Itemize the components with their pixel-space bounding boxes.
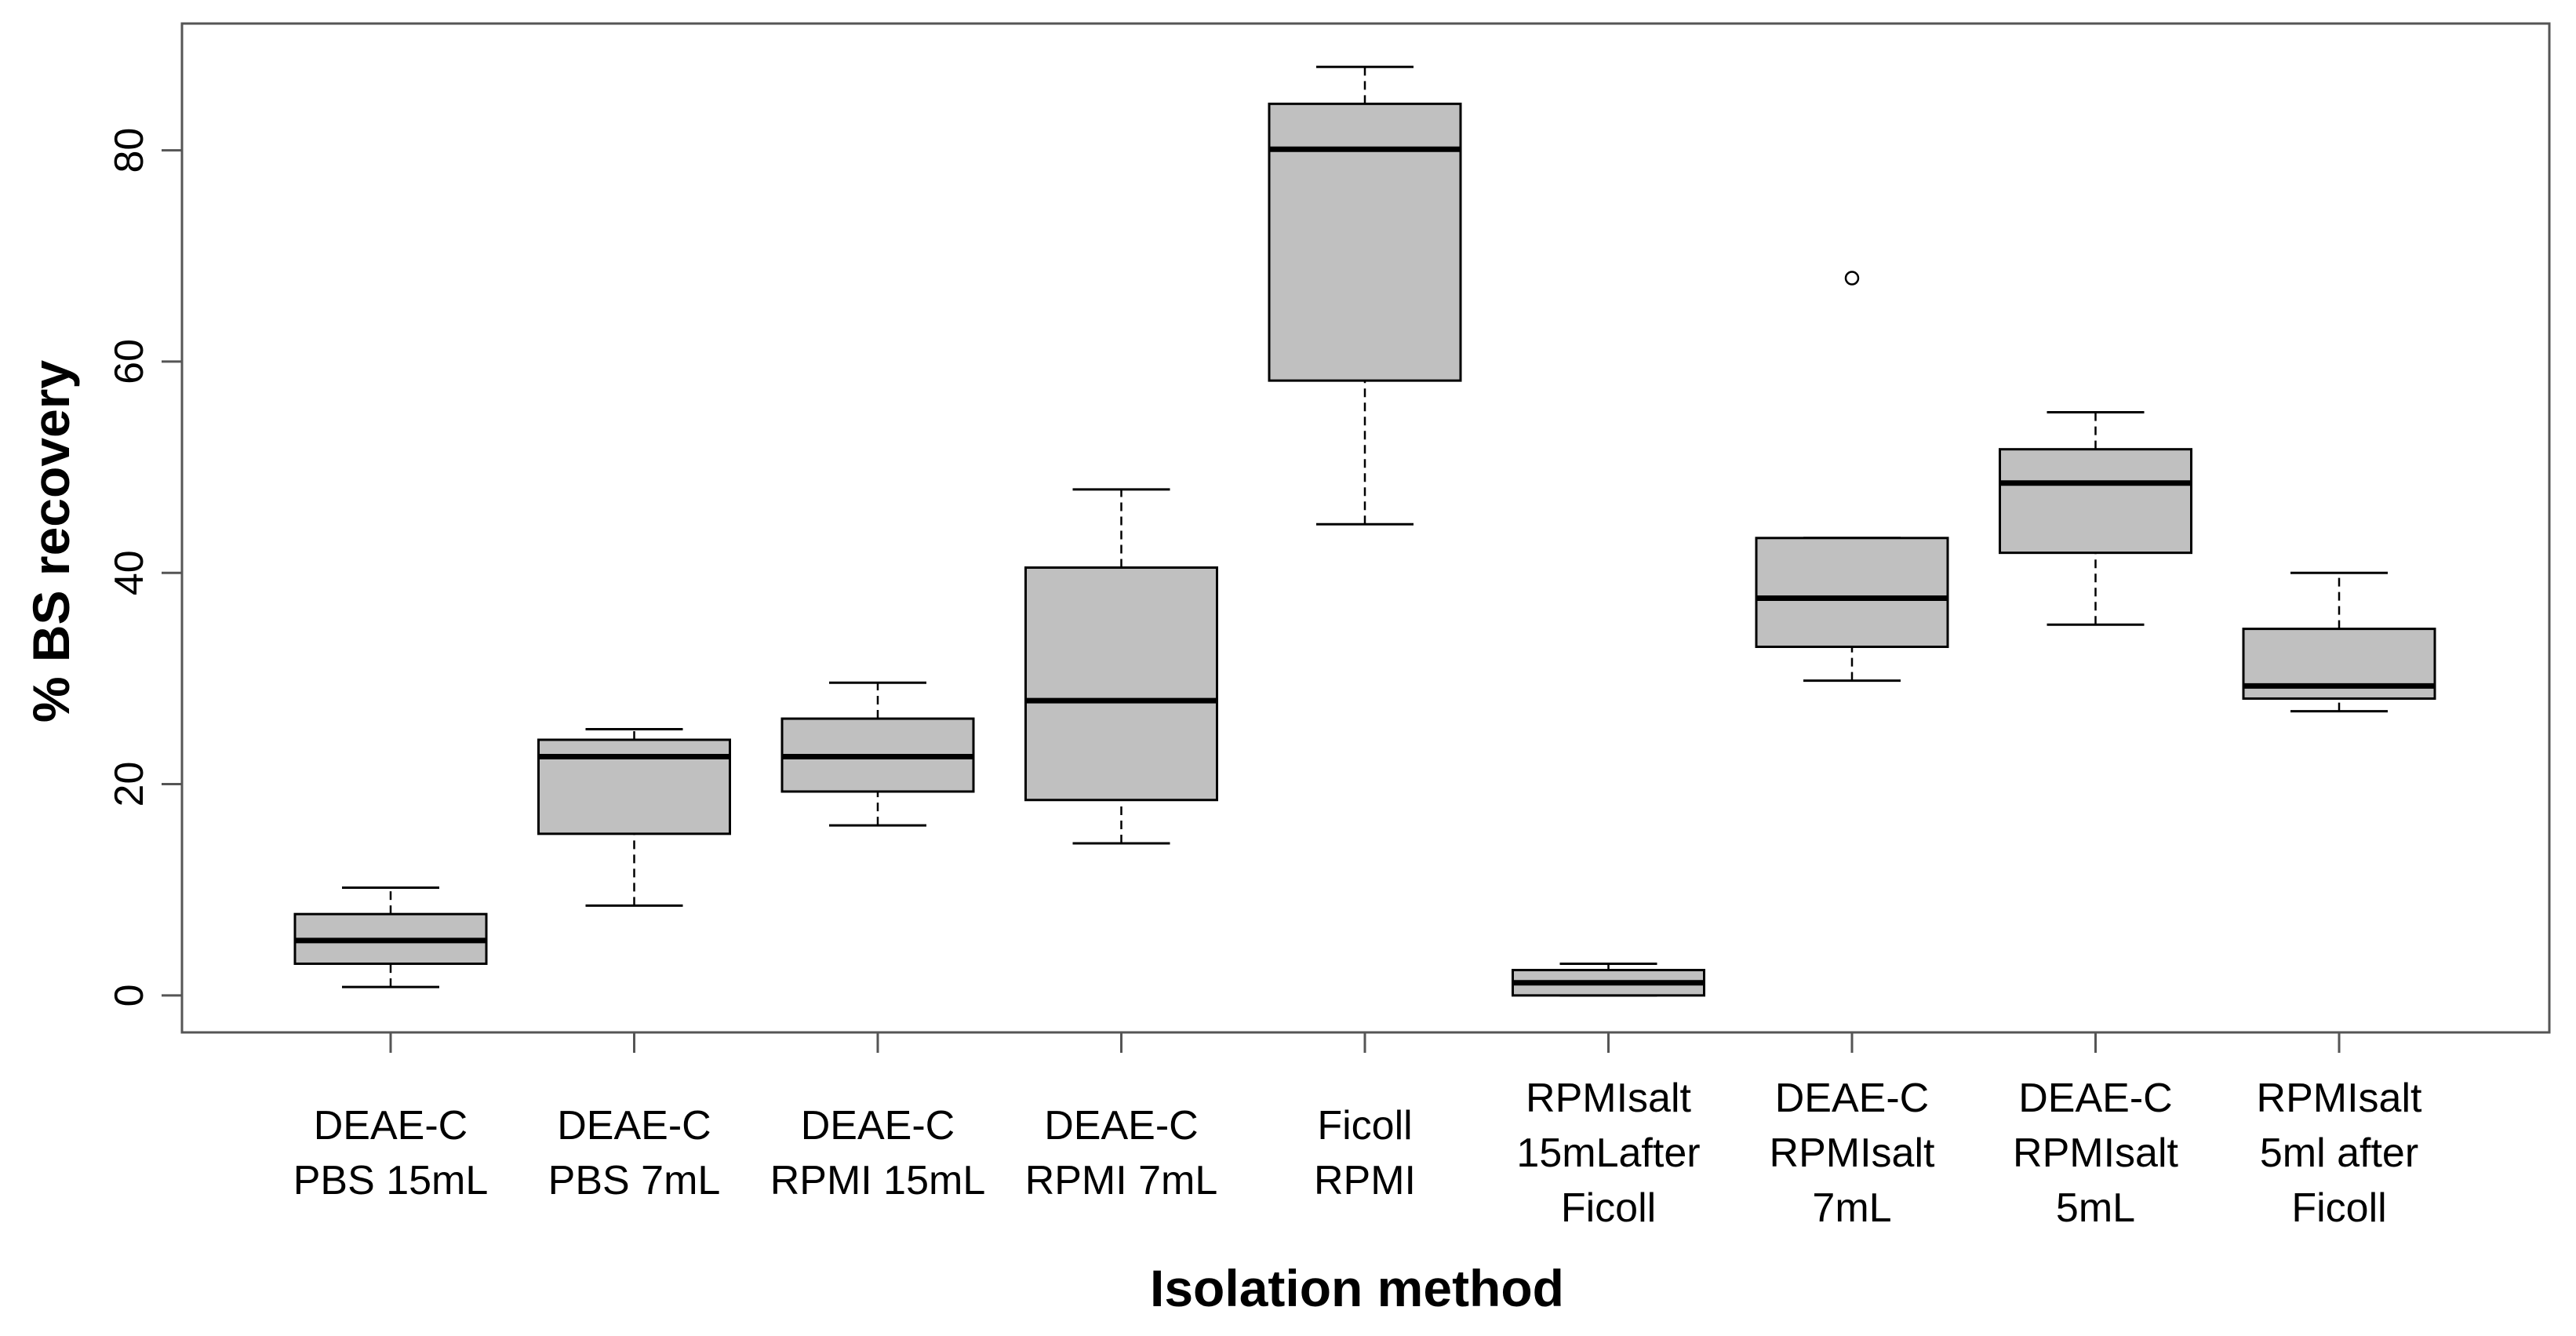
x-tick-label-2-line-1: DEAE-C (557, 1103, 711, 1149)
x-tick-label-1-line-2: PBS 15mL (293, 1158, 489, 1203)
x-tick-label-9-line-2: 5ml after (2260, 1130, 2418, 1176)
y-tick-label-20: 20 (107, 762, 152, 807)
iqr-box (1024, 566, 1218, 802)
x-tick-label-9-line-1: RPMIsalt (2257, 1076, 2422, 1121)
x-tick-label-3-line-1: DEAE-C (801, 1103, 955, 1149)
box-group-6 (1512, 962, 1705, 997)
iqr-box (1268, 102, 1462, 382)
box-group-7 (1755, 271, 1949, 683)
x-axis-title: Isolation method (1150, 1259, 1564, 1317)
x-tick-label-5-line-1: Ficoll (1317, 1103, 1412, 1149)
iqr-box (1755, 537, 1949, 648)
x-tick-label-4-line-2: RPMI 7mL (1025, 1158, 1218, 1203)
x-tick-label-8-line-2: RPMIsalt (2013, 1130, 2178, 1176)
box-group-8 (1999, 411, 2192, 626)
x-tick-label-6-line-3: Ficoll (1561, 1185, 1656, 1231)
y-tick-label-80: 80 (107, 128, 152, 173)
x-tick-label-1-line-1: DEAE-C (314, 1103, 468, 1149)
x-tick-label-2-line-2: PBS 7mL (548, 1158, 721, 1203)
x-tick-label-6-line-2: 15mLafter (1516, 1130, 1700, 1176)
y-axis-title: % BS recovery (22, 360, 80, 723)
iqr-box (537, 738, 731, 835)
outlier-point-1 (1844, 271, 1860, 286)
x-tick-label-8-line-1: DEAE-C (2018, 1076, 2172, 1121)
box-group-9 (2242, 571, 2436, 713)
y-tick-label-60: 60 (107, 339, 152, 384)
box-group-4 (1024, 488, 1218, 845)
iqr-box (1999, 448, 2192, 555)
x-tick-label-5-line-2: RPMI (1314, 1158, 1416, 1203)
box-group-1 (293, 886, 488, 988)
box-group-3 (780, 681, 975, 827)
x-tick-label-9-line-3: Ficoll (2291, 1185, 2386, 1231)
x-tick-label-7-line-1: DEAE-C (1775, 1076, 1929, 1121)
x-tick-label-3-line-2: RPMI 15mL (770, 1158, 986, 1203)
box-group-2 (537, 728, 731, 907)
y-tick-label-0: 0 (107, 984, 152, 1007)
x-tick-label-6-line-1: RPMIsalt (1526, 1076, 1691, 1121)
chart-marks (293, 65, 2436, 997)
x-tick-label-4-line-1: DEAE-C (1044, 1103, 1198, 1149)
chart-axes: 0 20 40 60 80 DEAE-C PBS 15mL DEAE-C PBS 7mL DEAE… (107, 22, 2551, 1231)
y-tick-label-40: 40 (107, 550, 152, 595)
box-group-5 (1268, 65, 1462, 526)
x-tick-label-7-line-3: 7mL (1812, 1185, 1891, 1231)
x-tick-label-8-line-3: 5mL (2056, 1185, 2135, 1231)
x-tick-label-7-line-2: RPMIsalt (1770, 1130, 1935, 1176)
